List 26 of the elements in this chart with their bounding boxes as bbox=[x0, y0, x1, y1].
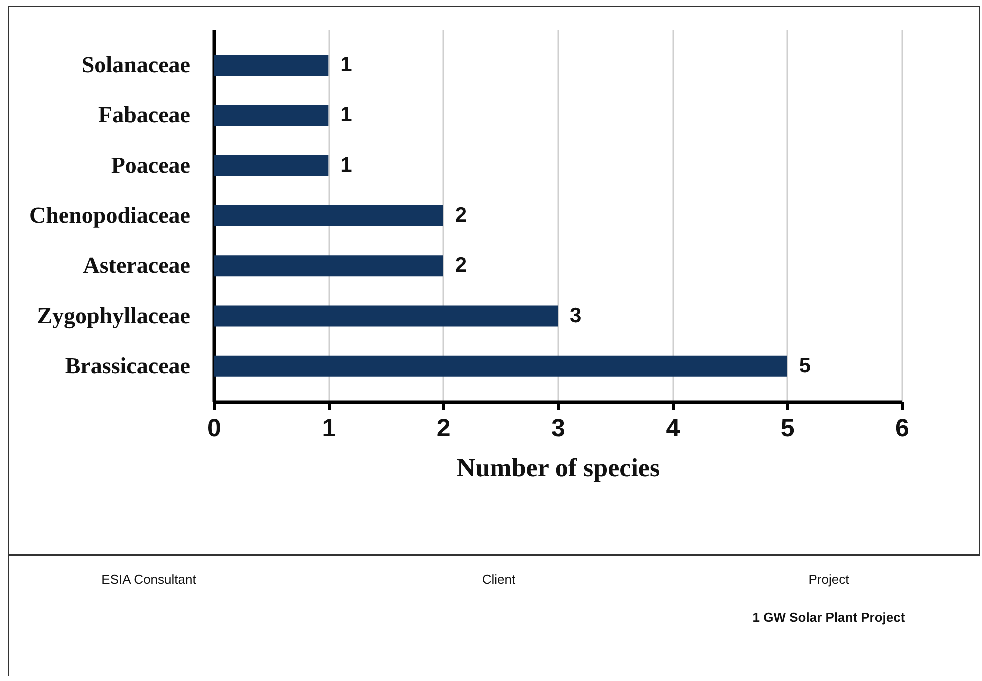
y-tick-label: Poaceae bbox=[111, 152, 190, 178]
data-label: 1 bbox=[340, 154, 353, 177]
y-tick-label: Zygophyllaceae bbox=[37, 303, 190, 330]
x-tick-label: 1 bbox=[322, 414, 336, 442]
y-tick-label: Fabaceae bbox=[98, 102, 190, 128]
data-label: 2 bbox=[455, 254, 468, 278]
data-label: 3 bbox=[570, 304, 582, 328]
x-tick-label: 5 bbox=[780, 414, 795, 442]
x-tick-label: 2 bbox=[436, 414, 451, 442]
x-tick-label: 0 bbox=[208, 414, 222, 442]
x-axis-title: Number of species bbox=[456, 454, 660, 482]
data-label: 5 bbox=[799, 354, 812, 378]
text: ESIA Consultant bbox=[100, 572, 198, 587]
x-tick-label: 4 bbox=[666, 414, 680, 442]
data-label: 1 bbox=[340, 54, 353, 77]
y-tick-label: Asteraceae bbox=[83, 253, 190, 278]
x-tick-label: 6 bbox=[896, 414, 910, 442]
data-label: 1 bbox=[340, 104, 353, 127]
x-tick-label: 3 bbox=[552, 414, 566, 442]
text: Project bbox=[808, 572, 850, 587]
y-tick-label: Solanaceae bbox=[82, 52, 190, 78]
text: Client bbox=[481, 572, 517, 587]
y-tick-label: Brassicaceae bbox=[65, 353, 190, 378]
data-label: 2 bbox=[455, 204, 468, 227]
text: 1 GW Solar Plant Project bbox=[752, 610, 906, 625]
y-tick-label: Chenopodiaceae bbox=[30, 203, 190, 228]
